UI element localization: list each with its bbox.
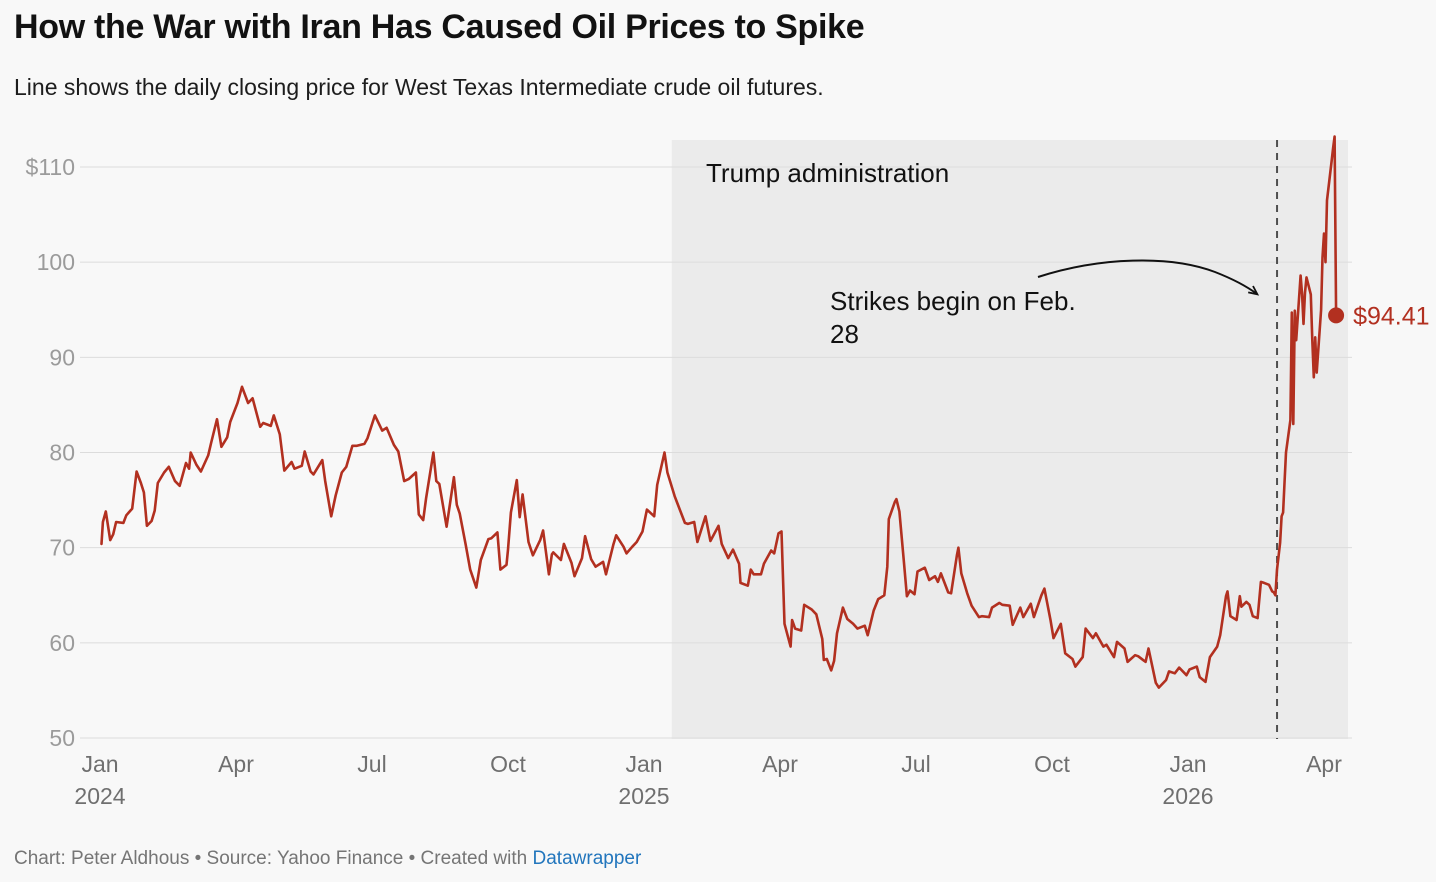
x-tick-label: Oct	[490, 751, 526, 777]
y-tick-label: 50	[49, 725, 75, 751]
annotation-arrow	[1037, 259, 1260, 296]
y-tick-label: 70	[49, 535, 75, 561]
x-tick-label: Jan	[81, 751, 118, 777]
footer-credit: Chart: Peter Aldhous • Source: Yahoo Fin…	[14, 848, 641, 870]
x-axis-labels: Jan 2024 Apr Jul Oct Jan 2025 Apr Jul Oct Jan 2026 A…	[74, 751, 1342, 809]
x-tick-label: Apr	[1306, 751, 1342, 777]
trump-administration-shaded-region	[671, 140, 1348, 739]
y-tick-label: 100	[37, 249, 75, 275]
x-tick-year-label: 2024	[74, 783, 125, 809]
latest-price-label: $94.41	[1353, 302, 1429, 330]
x-tick-label: Apr	[762, 751, 798, 777]
x-tick-year-label: 2025	[618, 783, 669, 809]
x-tick-label: Apr	[218, 751, 254, 777]
x-tick-label: Oct	[1034, 751, 1070, 777]
page-title: How the War with Iran Has Caused Oil Pri…	[14, 8, 865, 46]
latest-price-dot	[1328, 307, 1345, 324]
gridlines	[80, 166, 1352, 739]
footer-credit-text: Chart: Peter Aldhous • Source: Yahoo Fin…	[14, 848, 533, 869]
page-subtitle: Line shows the daily closing price for W…	[14, 74, 824, 100]
trump-administration-label: Trump administration	[706, 158, 949, 188]
datawrapper-link[interactable]: Datawrapper	[532, 848, 642, 869]
y-tick-label: $110	[26, 154, 75, 180]
y-tick-label: 60	[49, 630, 75, 656]
y-tick-label: 90	[49, 344, 75, 370]
x-tick-label: Jan	[625, 751, 662, 777]
x-tick-label: Jul	[357, 751, 386, 777]
price-line-series	[100, 135, 1338, 689]
strikes-annotation-line1: Strikes begin on Feb.	[830, 286, 1076, 316]
strikes-annotation-line2: 28	[830, 319, 859, 349]
y-tick-label: 80	[49, 440, 75, 466]
x-tick-label: Jan	[1169, 751, 1206, 777]
x-tick-year-label: 2026	[1162, 783, 1213, 809]
x-tick-label: Jul	[901, 751, 930, 777]
y-axis-labels: $110 100 90 80 70 60 50	[26, 154, 75, 751]
